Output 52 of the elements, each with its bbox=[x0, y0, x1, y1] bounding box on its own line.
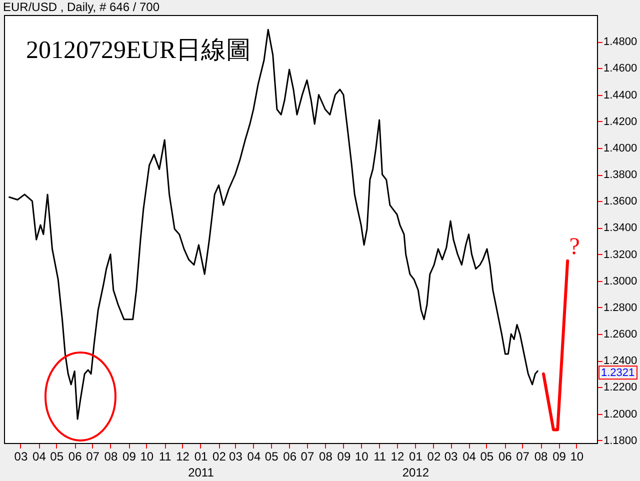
chart-subtitle: EUR/USD , Daily, # 646 / 700 bbox=[3, 0, 160, 14]
x-tick-label: 07 bbox=[516, 450, 530, 464]
x-tick-label: 10 bbox=[570, 450, 584, 464]
y-tick-label: 1.2800 bbox=[604, 302, 638, 314]
x-tick-label: 10 bbox=[354, 450, 369, 464]
line-series bbox=[8, 28, 538, 420]
x-tick-label: 08 bbox=[104, 450, 118, 464]
y-tick-label: 1.3600 bbox=[604, 196, 638, 208]
x-tick-label: 02 bbox=[212, 450, 226, 464]
text: 20120729EUR日線圖 bbox=[26, 37, 251, 64]
y-tick-label: 1.3200 bbox=[604, 248, 638, 261]
y-tick-label: 1.2400 bbox=[604, 355, 638, 368]
y-tick-label: 1.1800 bbox=[604, 434, 638, 447]
y-tick-label: 1.4600 bbox=[604, 62, 638, 75]
x-tick-label: 02 bbox=[427, 450, 441, 464]
x-tick-label: 12 bbox=[176, 450, 190, 464]
y-tick-label: 1.3800 bbox=[604, 169, 638, 182]
x-tick-label: 10 bbox=[140, 450, 154, 464]
y-tick-label: 1.4000 bbox=[604, 142, 638, 154]
x-tick-label: 09 bbox=[337, 450, 351, 464]
x-tick-label: 08 bbox=[319, 450, 333, 464]
x-tick-label: 06 bbox=[283, 450, 297, 464]
y-tick-label: 1.2000 bbox=[604, 408, 638, 420]
x-tick-label: 03 bbox=[444, 450, 458, 464]
annotation: ? bbox=[569, 234, 580, 260]
x-tick-label: 04 bbox=[247, 450, 261, 464]
x-tick-label: 09 bbox=[552, 450, 566, 464]
x-tick-label: 06 bbox=[498, 450, 512, 464]
x-tick-label: 06 bbox=[68, 450, 82, 464]
y-tick-label: 1.2200 bbox=[604, 382, 638, 394]
y-tick-label: 1.4800 bbox=[604, 36, 638, 48]
y-tick-label: 1.3000 bbox=[604, 275, 638, 288]
x-tick-label: 07 bbox=[86, 450, 100, 464]
x-tick-label: 05 bbox=[480, 450, 494, 464]
x-tick-label: 05 bbox=[264, 450, 279, 464]
x-tick-label: 11 bbox=[374, 450, 386, 464]
x-tick-label: 05 bbox=[50, 450, 64, 464]
x-tick-label: 09 bbox=[122, 450, 136, 464]
x-tick-label: 01 2011 bbox=[188, 450, 214, 480]
x-tick-label: 08 bbox=[534, 450, 548, 464]
x-tick-label: 11 bbox=[158, 450, 172, 464]
y-tick-label: 1.4400 bbox=[604, 89, 638, 102]
x-tick-label: 04 bbox=[32, 450, 46, 464]
x-tick-label: 03 bbox=[14, 450, 28, 464]
x-tick-label: 07 bbox=[300, 450, 314, 464]
x-tick-label: 03 bbox=[229, 450, 243, 464]
x-tick-label: 04 bbox=[462, 450, 476, 464]
y-tick-label: 1.4200 bbox=[604, 116, 638, 128]
x-tick-label: 12 bbox=[390, 450, 404, 464]
y-tick-label: 1.2600 bbox=[604, 328, 638, 341]
annotation: 1.2321 bbox=[601, 367, 635, 380]
y-tick-label: 1.3400 bbox=[604, 222, 638, 234]
